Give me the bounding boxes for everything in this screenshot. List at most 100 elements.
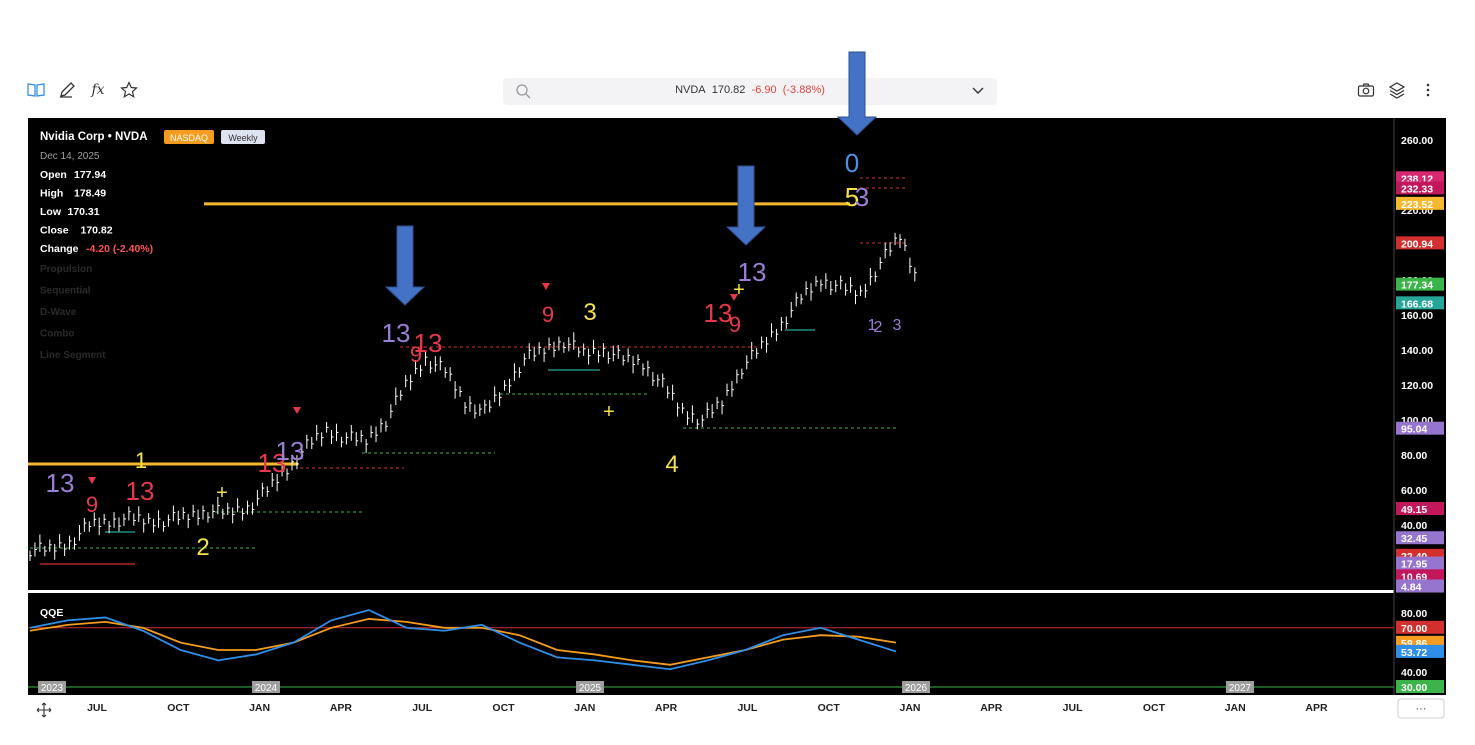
info-label-close: Close — [40, 225, 69, 237]
qqe-tick-label: 30.00 — [1401, 682, 1427, 694]
count-label: 13 — [46, 468, 75, 498]
qqe-badge — [1396, 680, 1444, 693]
price-badge — [1396, 277, 1444, 291]
year-badge — [1226, 681, 1254, 693]
price-badge-label: 166.68 — [1401, 298, 1433, 310]
annotation-arrows — [384, 51, 878, 306]
info-value-close: 170.82 — [81, 225, 113, 237]
qqe-panel-background — [28, 593, 1394, 695]
x-tick-label: OCT — [167, 702, 190, 714]
y-tick-label: 80.00 — [1401, 450, 1427, 462]
qqe-tick-label: 80.00 — [1401, 608, 1427, 620]
info-value-low: 170.31 — [68, 206, 100, 218]
exchange-label: NASDAQ — [170, 133, 208, 143]
qqe-badge — [1396, 644, 1444, 658]
x-tick-label: JAN — [1225, 702, 1246, 714]
count-label: 0 — [845, 148, 859, 178]
count-label: 13 — [258, 448, 287, 478]
count-label: 4 — [665, 451, 678, 478]
y-tick-label: 120.00 — [1401, 380, 1433, 392]
price-badge — [1396, 236, 1444, 250]
info-value-open: 177.94 — [74, 169, 106, 181]
price-badge-label: 223.52 — [1401, 199, 1433, 211]
price-badge-label: 32.45 — [1401, 533, 1427, 545]
qqe-badge — [1396, 665, 1444, 679]
y-tick-label: 160.00 — [1401, 310, 1433, 322]
x-tick-label: JAN — [574, 702, 595, 714]
x-tick-label: JUL — [1063, 702, 1083, 714]
x-tick-label: JAN — [249, 702, 270, 714]
count-label: 13 — [382, 318, 411, 348]
count-label: 3 — [855, 182, 869, 212]
y-tick-label: 140.00 — [1401, 345, 1433, 357]
qqe-tick-label: 40.00 — [1401, 667, 1427, 679]
price-badge — [1396, 501, 1444, 515]
ticker-change-pct: (-3.88%) — [782, 84, 825, 96]
chevron-down-icon[interactable] — [971, 84, 985, 98]
count-label: 9 — [542, 302, 554, 327]
count-label: 1 — [868, 317, 877, 334]
count-label: 13 — [704, 298, 733, 328]
x-tick-label: OCT — [818, 702, 841, 714]
year-badge — [902, 681, 930, 693]
price-badges: 238.12232.33223.52200.94177.34166.6895.0… — [1396, 171, 1444, 594]
x-tick-label: JAN — [899, 702, 920, 714]
price-badge — [1396, 296, 1444, 310]
x-tick-label: APR — [1305, 702, 1328, 714]
search-icon — [516, 84, 531, 99]
count-label: 13 — [276, 436, 305, 466]
layers-icon[interactable] — [1387, 80, 1407, 100]
price-badge — [1396, 569, 1444, 583]
more-vertical-icon[interactable] — [1418, 80, 1438, 100]
price-badge-label: 40.00 — [1401, 520, 1427, 532]
year-label: 2027 — [1229, 683, 1252, 694]
plus-marker: + — [603, 401, 615, 423]
pencil-icon[interactable] — [57, 80, 77, 100]
year-label: 2025 — [579, 683, 602, 694]
price-bars — [29, 232, 917, 562]
down-triangle-marker — [293, 407, 301, 414]
exchange-badge — [164, 130, 214, 144]
price-badge-label: 200.94 — [1401, 238, 1433, 250]
ticker-change: -6.90 — [751, 84, 777, 96]
info-label-open: Open — [40, 169, 67, 181]
symbol-search[interactable]: NVDA 170.82 -6.90 (-3.88%) — [503, 78, 997, 105]
count-label: 9 — [410, 342, 422, 367]
qqe-tick-label: 70.00 — [1401, 623, 1427, 635]
qqe-badge — [1396, 606, 1444, 619]
interval-badge[interactable] — [221, 130, 265, 144]
x-tick-label: APR — [980, 702, 1003, 714]
count-label: 5 — [845, 182, 859, 212]
down-arrow-marker — [836, 51, 878, 136]
count-label: 9 — [729, 312, 741, 337]
x-tick-label: APR — [655, 702, 678, 714]
camera-icon[interactable] — [1356, 80, 1376, 100]
year-label: 2023 — [41, 683, 64, 694]
more-options-button[interactable] — [1397, 698, 1445, 719]
more-options-label: ··· — [1416, 703, 1427, 715]
info-value-high: 178.49 — [74, 188, 106, 200]
ticker-price: 170.82 — [711, 84, 746, 96]
y-tick-label: 260.00 — [1401, 135, 1433, 147]
price-axis — [1394, 118, 1446, 695]
x-tick-label: JUL — [87, 702, 107, 714]
x-tick-label: JUL — [737, 702, 757, 714]
count-label: 2 — [196, 534, 209, 561]
info-panel: Nvidia Corp • NVDA NASDAQ Weekly Dec 14,… — [40, 130, 265, 361]
function-icon[interactable]: fx — [91, 82, 105, 98]
price-badge-label: 4.84 — [1401, 582, 1422, 594]
book-icon[interactable] — [26, 80, 46, 100]
price-badge-label: 177.34 — [1401, 280, 1433, 292]
count-label: 13 — [126, 476, 155, 506]
indicator-sequential: Sequential — [40, 286, 91, 297]
year-badge — [38, 681, 66, 693]
x-tick-label: OCT — [492, 702, 515, 714]
year-badge — [252, 681, 280, 693]
count-label: 2 — [874, 319, 883, 336]
price-badge-label: 49.15 — [1401, 504, 1427, 516]
year-label: 2026 — [905, 683, 928, 694]
interval-label: Weekly — [228, 133, 258, 143]
star-icon[interactable] — [119, 80, 139, 100]
